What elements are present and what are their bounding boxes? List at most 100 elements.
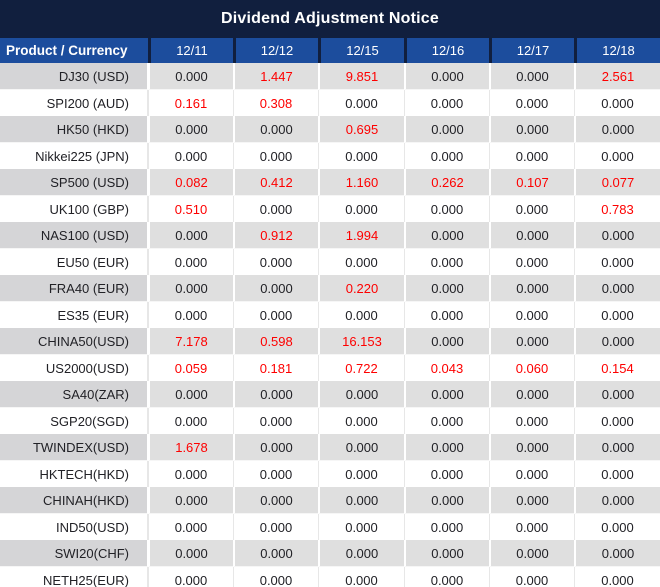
value-cell: 0.000 bbox=[318, 381, 404, 408]
value-cell: 7.178 bbox=[148, 328, 233, 355]
value-cell: 1.447 bbox=[233, 63, 318, 90]
value-cell: 0.000 bbox=[489, 461, 574, 487]
product-cell: US2000(USD) bbox=[0, 355, 148, 381]
value-cell: 0.000 bbox=[489, 540, 574, 567]
value-cell: 1.160 bbox=[318, 169, 404, 196]
table-row: NETH25(EUR) 0.000 0.000 0.000 0.000 0.000 0.00… bbox=[0, 567, 660, 587]
value-cell: 0.059 bbox=[148, 355, 233, 381]
value-cell: 0.000 bbox=[574, 116, 660, 143]
value-cell: 0.000 bbox=[489, 567, 574, 587]
product-currency-header: Product / Currency bbox=[0, 38, 148, 63]
value-cell: 0.000 bbox=[489, 302, 574, 328]
table-row: CHINA50(USD) 7.178 0.598 16.153 0.000 0.000 0.… bbox=[0, 328, 660, 355]
table-row: NAS100 (USD) 0.000 0.912 1.994 0.000 0.000 0.0… bbox=[0, 222, 660, 249]
value-cell: 0.000 bbox=[574, 302, 660, 328]
table-row: HKTECH(HKD) 0.000 0.000 0.000 0.000 0.000 0.00… bbox=[0, 461, 660, 487]
product-cell: ES35 (EUR) bbox=[0, 302, 148, 328]
value-cell: 0.000 bbox=[489, 408, 574, 434]
value-cell: 0.000 bbox=[489, 328, 574, 355]
value-cell: 0.000 bbox=[574, 487, 660, 514]
product-cell: SA40(ZAR) bbox=[0, 381, 148, 408]
value-cell: 0.060 bbox=[489, 355, 574, 381]
value-cell: 0.000 bbox=[148, 302, 233, 328]
date-header: 12/15 bbox=[318, 38, 404, 63]
value-cell: 0.000 bbox=[148, 63, 233, 90]
value-cell: 0.000 bbox=[574, 222, 660, 249]
value-cell: 0.000 bbox=[148, 487, 233, 514]
value-cell: 0.000 bbox=[404, 434, 489, 461]
value-cell: 0.000 bbox=[148, 408, 233, 434]
value-cell: 0.000 bbox=[148, 381, 233, 408]
value-cell: 0.000 bbox=[318, 567, 404, 587]
value-cell: 0.000 bbox=[404, 63, 489, 90]
table-row: UK100 (GBP) 0.510 0.000 0.000 0.000 0.000 0.78… bbox=[0, 196, 660, 222]
page-title: Dividend Adjustment Notice bbox=[0, 0, 660, 38]
value-cell: 0.000 bbox=[404, 381, 489, 408]
value-cell: 0.000 bbox=[574, 275, 660, 302]
value-cell: 0.000 bbox=[404, 275, 489, 302]
value-cell: 0.000 bbox=[404, 116, 489, 143]
value-cell: 0.000 bbox=[489, 275, 574, 302]
value-cell: 0.000 bbox=[404, 249, 489, 275]
value-cell: 0.043 bbox=[404, 355, 489, 381]
dividend-table: Product / Currency 12/11 12/12 12/15 12/… bbox=[0, 38, 660, 587]
table-header-row: Product / Currency 12/11 12/12 12/15 12/… bbox=[0, 38, 660, 63]
value-cell: 0.082 bbox=[148, 169, 233, 196]
value-cell: 16.153 bbox=[318, 328, 404, 355]
value-cell: 0.000 bbox=[148, 222, 233, 249]
value-cell: 0.308 bbox=[233, 90, 318, 116]
value-cell: 0.262 bbox=[404, 169, 489, 196]
value-cell: 0.000 bbox=[489, 514, 574, 540]
value-cell: 0.000 bbox=[489, 196, 574, 222]
value-cell: 0.000 bbox=[233, 567, 318, 587]
value-cell: 0.000 bbox=[318, 540, 404, 567]
date-header: 12/16 bbox=[404, 38, 489, 63]
value-cell: 0.000 bbox=[318, 196, 404, 222]
table-row: IND50(USD) 0.000 0.000 0.000 0.000 0.000 0.000 bbox=[0, 514, 660, 540]
value-cell: 0.154 bbox=[574, 355, 660, 381]
value-cell: 0.000 bbox=[404, 90, 489, 116]
value-cell: 0.000 bbox=[148, 249, 233, 275]
value-cell: 0.107 bbox=[489, 169, 574, 196]
value-cell: 0.000 bbox=[574, 328, 660, 355]
value-cell: 9.851 bbox=[318, 63, 404, 90]
value-cell: 0.161 bbox=[148, 90, 233, 116]
value-cell: 0.000 bbox=[233, 487, 318, 514]
value-cell: 0.000 bbox=[489, 487, 574, 514]
value-cell: 0.000 bbox=[489, 143, 574, 169]
value-cell: 0.000 bbox=[574, 461, 660, 487]
value-cell: 0.000 bbox=[233, 249, 318, 275]
table-row: US2000(USD) 0.059 0.181 0.722 0.043 0.060 0.15… bbox=[0, 355, 660, 381]
value-cell: 0.722 bbox=[318, 355, 404, 381]
table-row: ES35 (EUR) 0.000 0.000 0.000 0.000 0.000 0.000 bbox=[0, 302, 660, 328]
product-cell: SGP20(SGD) bbox=[0, 408, 148, 434]
product-cell: SP500 (USD) bbox=[0, 169, 148, 196]
value-cell: 0.000 bbox=[233, 302, 318, 328]
product-cell: EU50 (EUR) bbox=[0, 249, 148, 275]
product-cell: TWINDEX(USD) bbox=[0, 434, 148, 461]
value-cell: 0.000 bbox=[318, 408, 404, 434]
value-cell: 0.000 bbox=[318, 487, 404, 514]
value-cell: 0.000 bbox=[233, 408, 318, 434]
value-cell: 0.000 bbox=[148, 143, 233, 169]
value-cell: 0.000 bbox=[404, 328, 489, 355]
value-cell: 0.077 bbox=[574, 169, 660, 196]
product-cell: FRA40 (EUR) bbox=[0, 275, 148, 302]
table-row: SA40(ZAR) 0.000 0.000 0.000 0.000 0.000 0.000 bbox=[0, 381, 660, 408]
table-row: CHINAH(HKD) 0.000 0.000 0.000 0.000 0.000 0.00… bbox=[0, 487, 660, 514]
date-header: 12/12 bbox=[233, 38, 318, 63]
value-cell: 0.000 bbox=[574, 249, 660, 275]
value-cell: 0.000 bbox=[404, 461, 489, 487]
value-cell: 0.000 bbox=[233, 116, 318, 143]
value-cell: 0.000 bbox=[574, 434, 660, 461]
value-cell: 0.220 bbox=[318, 275, 404, 302]
product-cell: HKTECH(HKD) bbox=[0, 461, 148, 487]
value-cell: 1.994 bbox=[318, 222, 404, 249]
value-cell: 0.000 bbox=[318, 461, 404, 487]
value-cell: 0.000 bbox=[404, 196, 489, 222]
value-cell: 0.000 bbox=[233, 275, 318, 302]
value-cell: 0.000 bbox=[489, 381, 574, 408]
product-cell: DJ30 (USD) bbox=[0, 63, 148, 90]
value-cell: 1.678 bbox=[148, 434, 233, 461]
table-row: SPI200 (AUD) 0.161 0.308 0.000 0.000 0.000 0.0… bbox=[0, 90, 660, 116]
